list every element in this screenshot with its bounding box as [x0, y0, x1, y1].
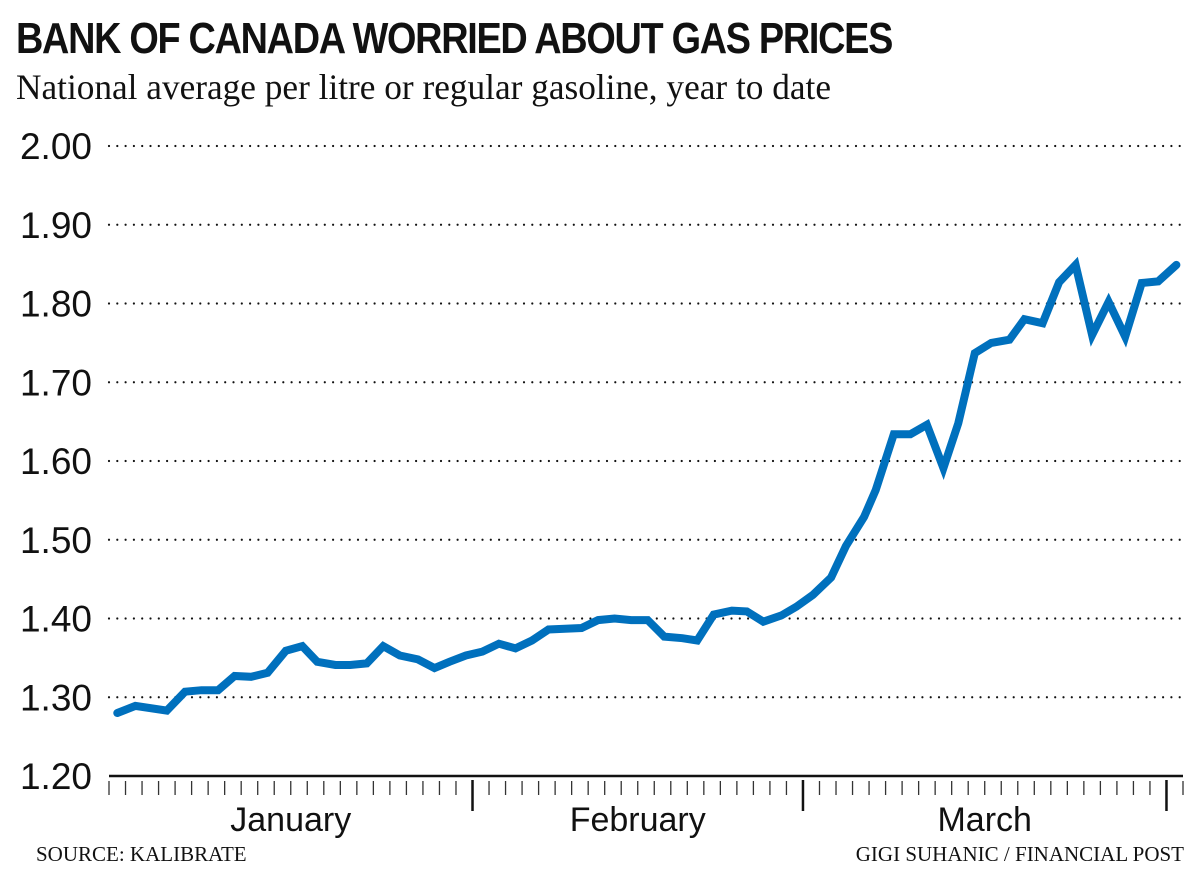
series-layer — [113, 256, 1181, 717]
chart-title: BANK OF CANADA WORRIED ABOUT GAS PRICES — [16, 14, 893, 63]
x-axis: January February March — [108, 774, 1184, 839]
y-tick-label: 1.90 — [20, 205, 92, 246]
y-tick-label: 1.20 — [20, 756, 92, 797]
source-note: SOURCE: KALIBRATE — [36, 842, 247, 866]
chart-subtitle: National average per litre or regular ga… — [16, 67, 831, 107]
y-tick-label: 1.80 — [20, 284, 92, 325]
y-tick-label: 2.00 — [20, 126, 92, 167]
y-tick-label: 1.50 — [20, 520, 92, 561]
y-tick-label: 1.60 — [20, 441, 92, 482]
y-tick-label: 1.40 — [20, 599, 92, 640]
y-tick-label: 1.30 — [20, 677, 92, 718]
gridlines — [107, 144, 1185, 699]
month-label: March — [937, 801, 1031, 839]
credit-note: GIGI SUHANIC / FINANCIAL POST — [855, 842, 1184, 866]
month-label: February — [570, 801, 706, 839]
month-label: January — [230, 801, 351, 839]
y-axis-labels: 1.20 1.30 1.40 1.50 1.60 1.70 1.80 1.90 2.00 — [20, 126, 92, 797]
y-tick-label: 1.70 — [20, 362, 92, 403]
series-line — [113, 256, 1181, 717]
